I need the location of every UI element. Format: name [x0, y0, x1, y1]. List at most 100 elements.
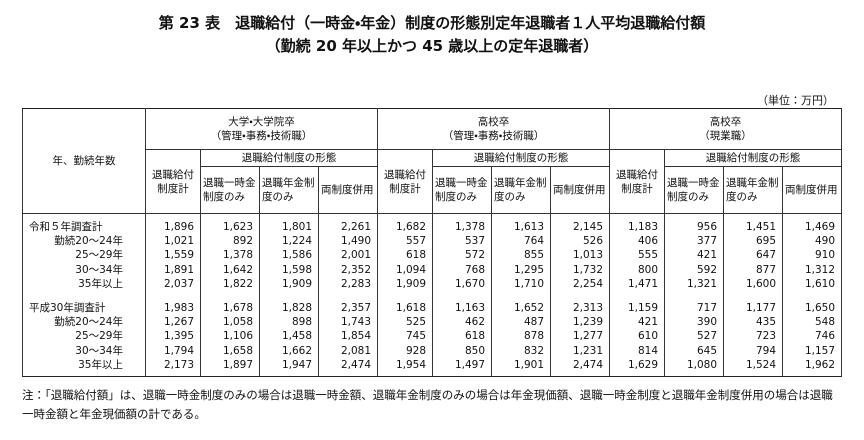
cell-value: 527 [664, 329, 725, 344]
cell-value: 2,081 [317, 343, 379, 358]
data-row: 35年以上 2,173 1,897 1,947 2,474 1,954 1,497 1,901… [22, 357, 843, 378]
cell-value: 1,642 [200, 262, 260, 277]
cell-value: 1,094 [377, 262, 434, 277]
cell-value: 1,909 [259, 276, 319, 292]
cell-value: 1,231 [550, 343, 611, 358]
cell-value: 1,613 [491, 213, 552, 235]
cell-value: 1,822 [200, 276, 260, 292]
cell-value: 878 [491, 329, 552, 344]
cell-value: 487 [491, 315, 552, 330]
cell-value: 490 [782, 234, 843, 249]
row-label: 平成30年調査計 [22, 301, 146, 316]
cell-value: 1,080 [664, 357, 725, 378]
cell-value: 592 [664, 262, 725, 277]
row-label: 30～34年 [22, 343, 146, 358]
cell-value: 1,652 [491, 301, 552, 316]
gap-cell [664, 291, 725, 302]
column-header: 両制度併用 [550, 166, 611, 214]
row-label: 25～29年 [22, 248, 146, 263]
column-header: 退職年金制度のみ [723, 166, 784, 214]
column-header: 退職一時金制度のみ [200, 166, 260, 214]
group-header: 高校卒 （管理・事務・技術職） [377, 108, 611, 150]
cell-value: 1,378 [200, 248, 260, 263]
group-sub: （管理・事務・技術職） [210, 130, 313, 142]
cell-value: 1,623 [200, 213, 260, 235]
note: 注：「退職給付額」は、退職一時金制度のみの場合は退職一時金額、退職年金制度のみの… [22, 388, 833, 421]
cell-value: 1,321 [664, 276, 725, 292]
cell-value: 537 [432, 234, 493, 249]
cell-value: 1,658 [200, 343, 260, 358]
cell-value: 1,710 [491, 276, 552, 292]
cell-value: 1,497 [432, 357, 493, 378]
cell-value: 1,177 [723, 301, 784, 316]
cell-value: 2,173 [145, 357, 201, 378]
gap-cell [377, 291, 434, 302]
form-header: 退職給付制度の形態 [432, 149, 611, 167]
cell-value: 1,662 [259, 343, 319, 358]
cell-value: 2,145 [550, 213, 611, 235]
header-row: 退職給付制度計 退職給付制度の形態 退職給付制度計 退職給付制度の形態 退職給付制度計退… [23, 149, 843, 214]
cell-value: 717 [664, 301, 725, 316]
cell-value: 1,743 [317, 315, 379, 330]
group-header: 大学・大学院卒 （管理・事務・技術職） [144, 108, 379, 150]
cell-value: 877 [723, 262, 784, 277]
group-name: 大学・大学院卒 [228, 116, 295, 128]
cell-value: 1,378 [432, 213, 493, 235]
cell-value: 1,106 [200, 329, 260, 344]
cell-value: 1,682 [377, 213, 434, 235]
cell-value: 892 [200, 234, 260, 249]
cell-value: 1,629 [609, 357, 666, 378]
cell-value: 695 [723, 234, 784, 249]
cell-value: 814 [609, 343, 666, 358]
gap-cell [723, 291, 784, 302]
cell-value: 1,794 [145, 343, 201, 358]
gap-row [22, 291, 843, 302]
cell-value: 526 [550, 234, 611, 249]
column-header: 両制度併用 [782, 166, 843, 214]
gap-cell [259, 291, 319, 302]
data-row: 25～29年 1,395 1,106 1,458 1,854 745 618 878 1,277… [22, 329, 843, 344]
cell-value: 2,283 [317, 276, 379, 292]
total-header: 退職給付制度計 [609, 149, 666, 214]
cell-value: 557 [377, 234, 434, 249]
gap-cell [491, 291, 552, 302]
gap-cell [782, 291, 843, 302]
data-table: 年、勤続年数 大学・大学院卒 （管理・事務・技術職） 高校卒 （管理・事務・技術職） 高校… [22, 108, 843, 378]
row-label: 勤続20～24年 [22, 315, 146, 330]
cell-value: 1,891 [145, 262, 201, 277]
cell-value: 1,312 [782, 262, 843, 277]
gap-cell [317, 291, 379, 302]
cell-value: 618 [377, 248, 434, 263]
cell-value: 764 [491, 234, 552, 249]
cell-value: 555 [609, 248, 666, 263]
form-header: 退職給付制度の形態 [199, 149, 379, 167]
cell-value: 421 [609, 315, 666, 330]
cell-value: 1,618 [377, 301, 434, 316]
cell-value: 1,295 [491, 262, 552, 277]
cell-value: 956 [664, 213, 725, 235]
row-header: 年、勤続年数 [22, 108, 146, 214]
cell-value: 1,021 [145, 234, 201, 249]
gap-cell [145, 291, 201, 302]
cell-value: 1,157 [782, 343, 843, 358]
cell-value: 1,469 [782, 213, 843, 235]
cell-value: 1,183 [609, 213, 666, 235]
cell-value: 1,954 [377, 357, 434, 378]
row-label: 35年以上 [22, 357, 146, 378]
cell-value: 2,261 [317, 213, 379, 235]
cell-value: 1,801 [259, 213, 319, 235]
cell-value: 548 [782, 315, 843, 330]
cell-value: 1,901 [491, 357, 552, 378]
cell-value: 746 [782, 329, 843, 344]
cell-value: 768 [432, 262, 493, 277]
cell-value: 1,896 [145, 213, 201, 235]
cell-value: 377 [664, 234, 725, 249]
cell-value: 1,947 [259, 357, 319, 378]
cell-value: 1,395 [145, 329, 201, 344]
cell-value: 2,037 [145, 276, 201, 292]
group-sub: （現業職） [699, 130, 752, 142]
cell-value: 2,254 [550, 276, 611, 292]
total-header: 退職給付制度計 [377, 149, 434, 214]
cell-value: 1,598 [259, 262, 319, 277]
